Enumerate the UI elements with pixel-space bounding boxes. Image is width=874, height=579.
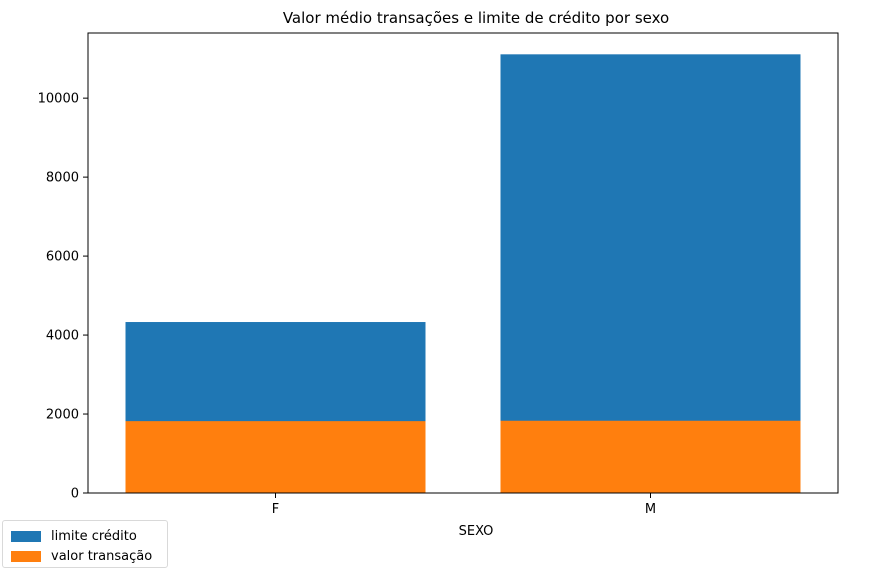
y-tick-label: 10000 — [38, 92, 79, 107]
y-tick-label: 0 — [71, 487, 79, 502]
y-tick-label: 4000 — [46, 329, 79, 344]
legend-entry-limite-credito: limite crédito — [11, 526, 159, 546]
bars-group — [125, 54, 801, 493]
plot-frame — [87, 32, 839, 494]
legend-swatch-valor-transacao — [11, 550, 41, 562]
y-axis: 0 2000 4000 6000 8000 10000 — [38, 92, 88, 502]
y-tick-label: 8000 — [46, 171, 79, 186]
chart-title: Valor médio transações e limite de crédi… — [283, 9, 669, 27]
y-tick-label: 6000 — [46, 250, 79, 265]
legend-label-valor-transacao: valor transação — [51, 548, 153, 564]
bar-limite-credito-M — [500, 54, 801, 493]
legend-swatch-limite-credito — [11, 530, 41, 542]
x-axis-label: SEXO — [459, 524, 494, 539]
bar-valor-transacao-F — [125, 421, 426, 493]
legend: limite crédito valor transação — [2, 520, 168, 568]
legend-entry-valor-transacao: valor transação — [11, 546, 159, 566]
x-tick-label-F: F — [272, 502, 279, 517]
x-tick-label-M: M — [645, 502, 656, 517]
bar-valor-transacao-M — [500, 420, 801, 493]
legend-label-limite-credito: limite crédito — [51, 528, 137, 544]
y-tick-label: 2000 — [46, 408, 79, 423]
